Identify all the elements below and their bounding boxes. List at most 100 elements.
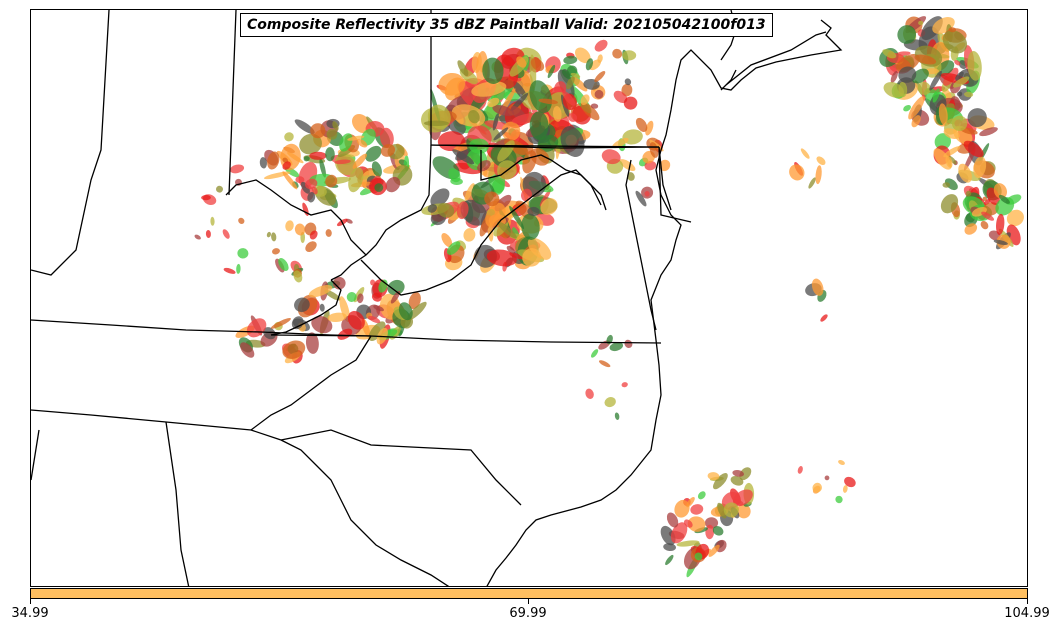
reflectivity-blob xyxy=(815,165,822,185)
reflectivity-blob xyxy=(687,516,706,532)
border-wv-va xyxy=(360,169,602,296)
reflectivity-blob xyxy=(649,142,659,158)
colorbar-tick-label-max: 104.99 xyxy=(1004,606,1050,621)
reflectivity-blob xyxy=(948,27,957,33)
reflectivity-blob xyxy=(621,83,633,97)
reflectivity-blob xyxy=(932,88,940,103)
reflectivity-blob xyxy=(280,143,301,171)
coastline xyxy=(486,19,843,586)
reflectivity-blob xyxy=(332,276,346,290)
reflectivity-blob xyxy=(486,249,517,267)
border-nc-tn xyxy=(250,335,372,431)
reflectivity-blob xyxy=(590,103,599,109)
reflectivity-blob xyxy=(468,110,480,124)
reflectivity-blob xyxy=(527,206,540,217)
reflectivity-blob xyxy=(690,504,704,515)
reflectivity-blob xyxy=(808,177,816,189)
reflectivity-blob xyxy=(824,475,830,481)
reflectivity-blob xyxy=(797,466,803,474)
reflectivity-blob xyxy=(967,108,987,128)
reflectivity-paintball-layer xyxy=(194,16,1024,578)
reflectivity-blob xyxy=(609,342,624,352)
reflectivity-blob xyxy=(229,164,245,174)
reflectivity-blob xyxy=(263,327,276,340)
reflectivity-blob xyxy=(334,159,351,165)
reflectivity-blob xyxy=(309,151,327,160)
long-island xyxy=(720,31,827,91)
reflectivity-blob xyxy=(566,76,575,90)
reflectivity-blob xyxy=(929,70,942,91)
reflectivity-blob xyxy=(305,178,318,190)
reflectivity-blob xyxy=(371,161,382,177)
reflectivity-blob xyxy=(492,105,515,117)
reflectivity-blob xyxy=(356,138,368,148)
reflectivity-blob xyxy=(644,191,650,197)
reflectivity-blob xyxy=(482,57,504,84)
reflectivity-blob xyxy=(838,460,845,465)
reflectivity-blob xyxy=(938,103,948,126)
reflectivity-blob xyxy=(635,190,647,207)
reflectivity-blob xyxy=(594,71,606,82)
reflectivity-blob xyxy=(438,72,466,96)
reflectivity-blob xyxy=(325,147,335,162)
reflectivity-blob xyxy=(216,185,223,193)
reflectivity-blob xyxy=(560,126,585,158)
reflectivity-blob xyxy=(282,171,298,190)
reflectivity-blob xyxy=(282,340,306,359)
reflectivity-blob xyxy=(387,279,405,296)
reflectivity-blob xyxy=(282,161,291,170)
reflectivity-blob xyxy=(908,96,925,120)
reflectivity-blob xyxy=(529,111,549,140)
reflectivity-blob xyxy=(527,237,552,260)
reflectivity-blob xyxy=(291,316,304,330)
reflectivity-blob xyxy=(958,163,972,183)
map-title: Composite Reflectivity 35 dBZ Paintball … xyxy=(240,13,773,37)
reflectivity-blob xyxy=(963,140,984,158)
reflectivity-blob xyxy=(659,159,671,172)
reflectivity-blob xyxy=(621,382,628,388)
reflectivity-blob xyxy=(943,146,961,158)
state-borders xyxy=(31,10,843,586)
reflectivity-blob xyxy=(201,194,211,201)
reflectivity-blob xyxy=(307,191,316,203)
reflectivity-blob xyxy=(295,176,305,184)
border-ohio-river xyxy=(225,179,367,256)
reflectivity-blob xyxy=(448,168,461,183)
reflectivity-blob xyxy=(324,289,341,301)
reflectivity-blob xyxy=(697,491,706,500)
reflectivity-blob xyxy=(380,143,396,157)
border-va-nc xyxy=(270,334,662,344)
reflectivity-blob xyxy=(820,314,828,322)
reflectivity-blob xyxy=(347,135,365,141)
reflectivity-blob xyxy=(294,119,315,135)
reflectivity-blob xyxy=(237,248,249,259)
reflectivity-blob xyxy=(327,312,347,323)
reflectivity-blob xyxy=(993,239,1008,246)
border-sc-ga xyxy=(280,439,450,586)
reflectivity-blob xyxy=(597,54,603,63)
reflectivity-blob xyxy=(547,64,556,79)
reflectivity-blob xyxy=(266,231,271,238)
colorbar-tick-mid xyxy=(528,599,529,604)
border-tn-south xyxy=(31,409,282,441)
reflectivity-blob xyxy=(530,58,545,72)
reflectivity-blob xyxy=(914,54,937,65)
reflectivity-blob xyxy=(303,156,310,162)
reflectivity-blob xyxy=(980,220,989,230)
reflectivity-blob xyxy=(585,58,594,71)
reflectivity-blob xyxy=(732,489,753,507)
reflectivity-blob xyxy=(604,397,616,408)
reflectivity-blob xyxy=(955,71,964,81)
reflectivity-blob xyxy=(539,188,552,207)
map-panel xyxy=(30,9,1028,587)
reflectivity-blob xyxy=(594,39,608,52)
reflectivity-blob xyxy=(408,292,421,310)
border-ga-al xyxy=(165,421,190,586)
reflectivity-blob xyxy=(284,132,294,142)
border-nc-sc xyxy=(280,429,522,506)
reflectivity-blob xyxy=(580,94,590,106)
reflectivity-blob xyxy=(594,89,604,99)
reflectivity-blob xyxy=(842,485,848,493)
reflectivity-blob xyxy=(441,233,453,248)
reflectivity-blob xyxy=(430,188,450,207)
